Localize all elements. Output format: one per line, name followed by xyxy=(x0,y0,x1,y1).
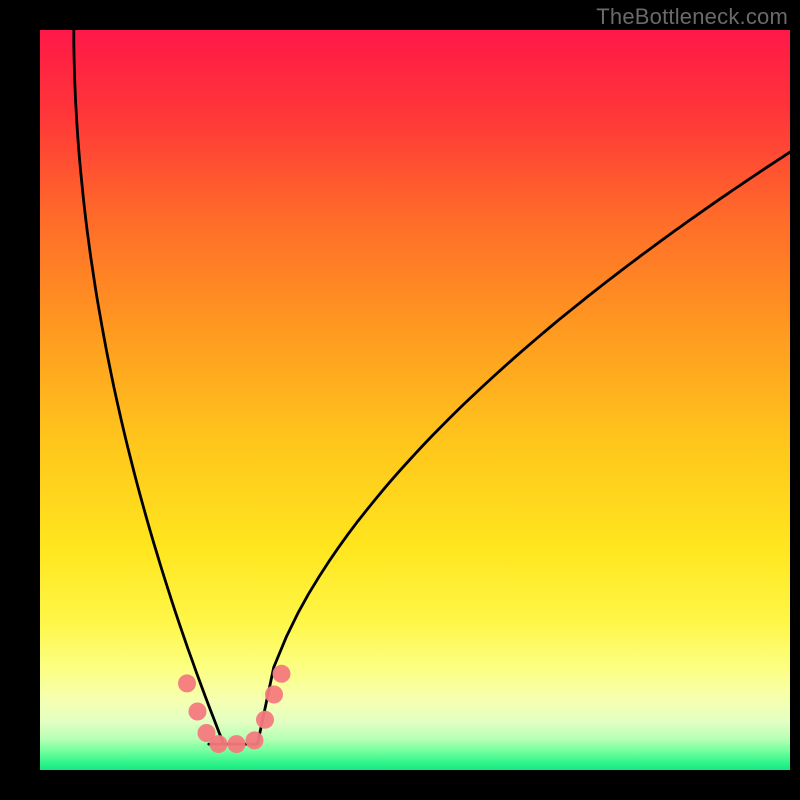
watermark-text: TheBottleneck.com xyxy=(596,4,788,30)
curve-marker xyxy=(265,686,283,704)
curve-marker xyxy=(256,711,274,729)
stage: TheBottleneck.com xyxy=(0,0,800,800)
curve-marker xyxy=(273,665,291,683)
curve-marker xyxy=(228,735,246,753)
plot-gradient-background xyxy=(40,30,790,770)
curve-marker xyxy=(178,674,196,692)
bottleneck-curve-chart xyxy=(0,0,800,800)
curve-marker xyxy=(210,735,228,753)
curve-marker xyxy=(246,731,264,749)
curve-marker xyxy=(189,703,207,721)
